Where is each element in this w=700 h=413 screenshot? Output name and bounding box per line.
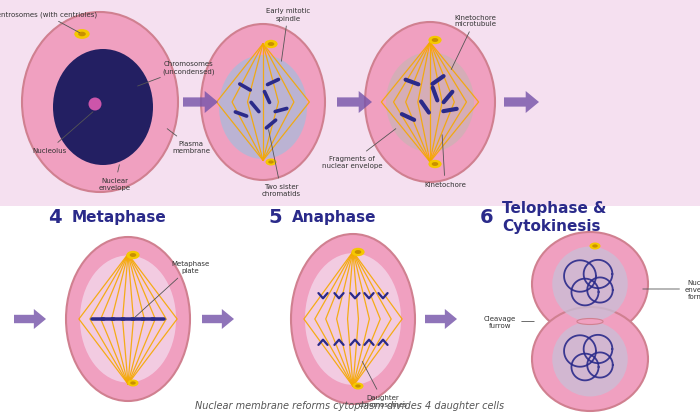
Ellipse shape	[88, 98, 102, 111]
Ellipse shape	[365, 23, 495, 183]
Ellipse shape	[428, 160, 442, 169]
Text: Cleavage
furrow: Cleavage furrow	[484, 315, 534, 328]
Ellipse shape	[577, 319, 603, 325]
Text: Telophase &
Cytokinesis: Telophase & Cytokinesis	[502, 201, 606, 234]
Ellipse shape	[291, 235, 415, 404]
Text: Nucleolus: Nucleolus	[32, 113, 93, 154]
Ellipse shape	[355, 385, 360, 388]
Ellipse shape	[130, 254, 136, 257]
Text: Two sister
chromatids: Two sister chromatids	[261, 131, 300, 197]
Ellipse shape	[265, 159, 276, 166]
Text: 6: 6	[480, 208, 494, 227]
Polygon shape	[337, 92, 372, 114]
Ellipse shape	[267, 43, 274, 47]
Ellipse shape	[532, 307, 648, 411]
Ellipse shape	[305, 254, 401, 385]
Ellipse shape	[552, 322, 628, 396]
Ellipse shape	[592, 245, 598, 248]
Ellipse shape	[552, 247, 628, 322]
Text: Chromosomes
(uncondensed): Chromosomes (uncondensed)	[138, 61, 214, 87]
Polygon shape	[183, 92, 218, 114]
Ellipse shape	[219, 56, 307, 159]
Ellipse shape	[80, 256, 176, 382]
Ellipse shape	[74, 30, 90, 40]
Ellipse shape	[432, 163, 438, 166]
Ellipse shape	[589, 243, 601, 250]
Text: Nuclear membrane reforms cytoplasm divides 4 daughter cells: Nuclear membrane reforms cytoplasm divid…	[195, 400, 505, 410]
Text: Kinetochore
microtubule: Kinetochore microtubule	[452, 14, 496, 70]
Text: 4: 4	[48, 208, 62, 227]
Ellipse shape	[386, 53, 474, 153]
Text: Nuclear
envelope: Nuclear envelope	[99, 165, 131, 191]
Text: Fragments of
nuclear envelope: Fragments of nuclear envelope	[322, 129, 395, 169]
Polygon shape	[14, 309, 46, 329]
Ellipse shape	[355, 250, 361, 254]
Polygon shape	[425, 309, 457, 329]
Text: Daughter
chromosomes: Daughter chromosomes	[358, 362, 407, 408]
Ellipse shape	[532, 233, 648, 336]
Ellipse shape	[78, 33, 86, 37]
Polygon shape	[202, 309, 234, 329]
Text: Early mitotic
spindle: Early mitotic spindle	[266, 9, 310, 62]
Ellipse shape	[428, 37, 442, 45]
FancyBboxPatch shape	[0, 0, 700, 206]
Text: Kinetochore: Kinetochore	[424, 135, 466, 188]
Ellipse shape	[53, 50, 153, 166]
Text: Plasma
membrane: Plasma membrane	[167, 129, 210, 154]
Ellipse shape	[22, 13, 178, 192]
Ellipse shape	[353, 382, 363, 389]
Text: Metaphase
plate: Metaphase plate	[135, 261, 209, 317]
Polygon shape	[504, 92, 539, 114]
Ellipse shape	[66, 237, 190, 401]
Ellipse shape	[432, 39, 438, 43]
Text: 5: 5	[268, 208, 282, 227]
Ellipse shape	[201, 25, 325, 180]
Text: Centrosomes (with centrioles): Centrosomes (with centrioles)	[0, 12, 97, 33]
Ellipse shape	[127, 251, 139, 260]
Ellipse shape	[130, 382, 136, 385]
Ellipse shape	[265, 41, 278, 49]
Text: Metaphase: Metaphase	[72, 210, 167, 225]
Ellipse shape	[268, 161, 274, 164]
Ellipse shape	[351, 248, 365, 256]
Ellipse shape	[127, 380, 139, 387]
Text: Nuclear
envelope
forming: Nuclear envelope forming	[643, 279, 700, 299]
Text: Anaphase: Anaphase	[292, 210, 377, 225]
